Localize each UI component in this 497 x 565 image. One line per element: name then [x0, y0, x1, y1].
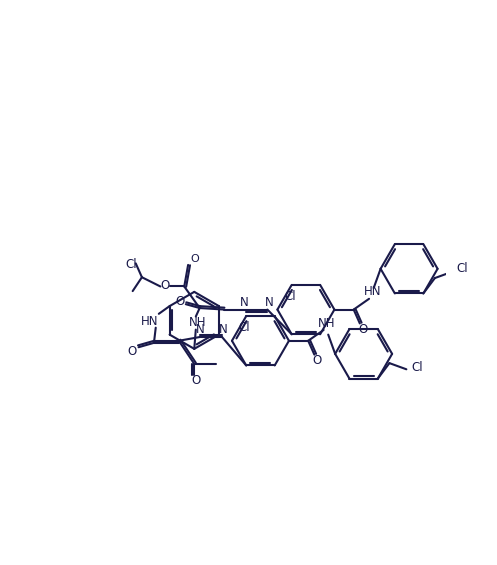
- Text: O: O: [161, 279, 169, 292]
- Text: Cl: Cl: [412, 361, 423, 374]
- Text: O: O: [313, 354, 322, 367]
- Text: NH: NH: [188, 316, 206, 329]
- Text: Cl: Cl: [125, 258, 137, 271]
- Text: Cl: Cl: [284, 290, 296, 303]
- Text: Cl: Cl: [239, 321, 250, 334]
- Text: NH: NH: [318, 316, 335, 329]
- Text: N: N: [264, 296, 273, 309]
- Text: HN: HN: [141, 315, 159, 328]
- Text: O: O: [127, 345, 137, 358]
- Text: O: O: [358, 323, 367, 336]
- Text: N: N: [240, 296, 248, 309]
- Text: Cl: Cl: [457, 262, 469, 275]
- Text: N: N: [219, 323, 228, 336]
- Text: HN: HN: [363, 285, 381, 298]
- Text: O: O: [190, 254, 199, 264]
- Text: O: O: [191, 374, 200, 387]
- Text: N: N: [196, 323, 205, 336]
- Text: O: O: [175, 295, 184, 308]
